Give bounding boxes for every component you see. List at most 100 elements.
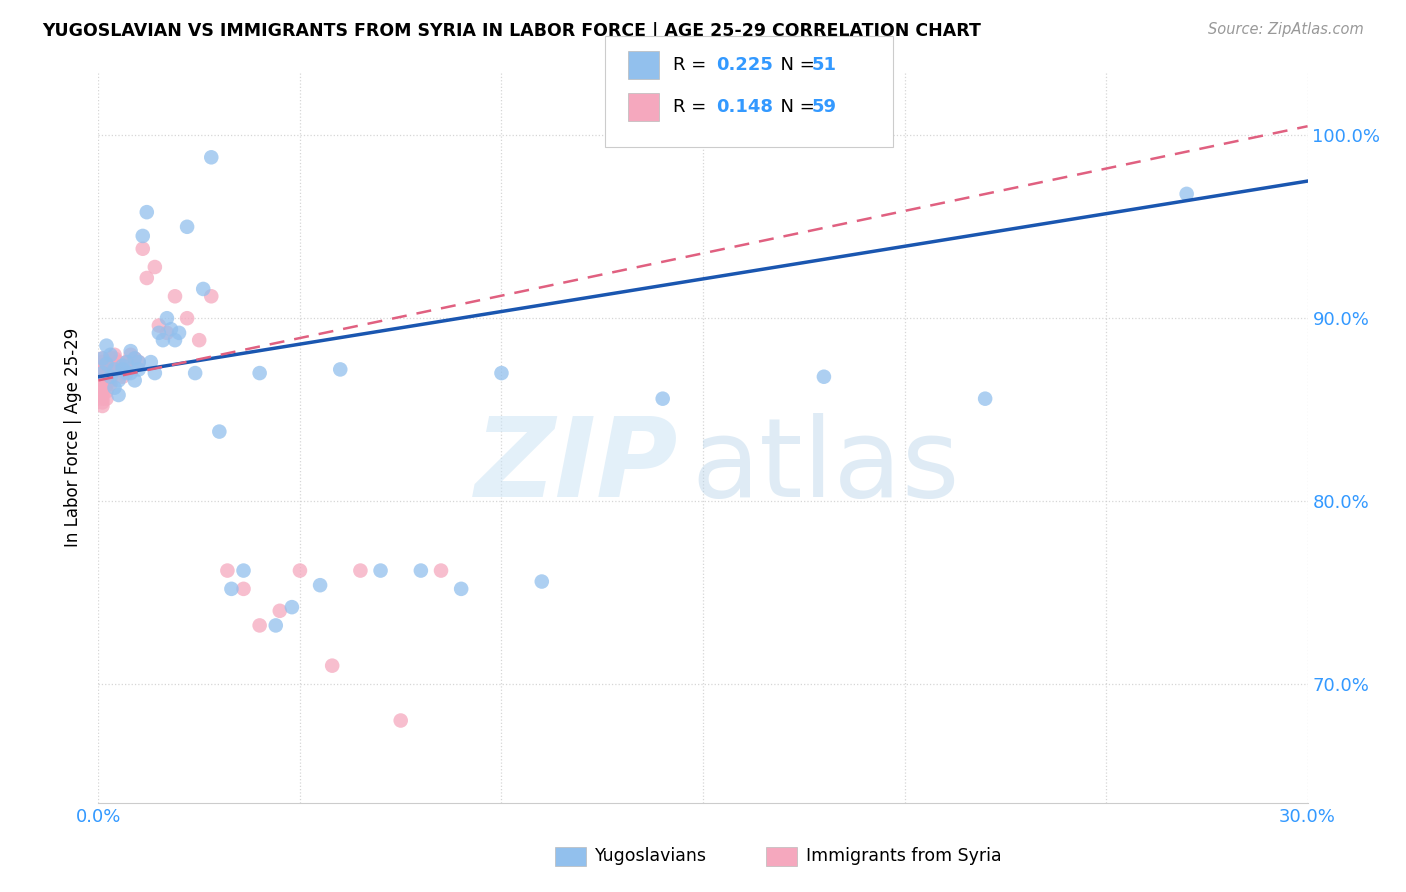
Point (163, 289, 186, 303)
Point (491, 366, 513, 380)
Point (249, 618, 271, 632)
Point (100, 348, 122, 362)
Point (91, 362, 114, 376)
Point (96, 338, 118, 352)
Point (120, 366, 142, 380)
Point (91, 381, 114, 395)
Point (96, 362, 118, 376)
Text: 51: 51 (811, 56, 837, 74)
Point (309, 578, 332, 592)
Point (96, 359, 118, 373)
Point (91, 369, 114, 384)
Point (530, 574, 553, 589)
Text: 59: 59 (811, 98, 837, 116)
Point (91, 377, 114, 392)
Point (156, 311, 179, 326)
Point (96, 369, 118, 384)
Point (813, 369, 835, 384)
Point (111, 366, 134, 380)
Point (124, 373, 146, 387)
Point (132, 242, 155, 256)
Text: atlas: atlas (690, 413, 959, 520)
Point (91, 392, 114, 406)
Point (370, 564, 392, 578)
Point (193, 282, 215, 296)
Point (217, 564, 239, 578)
Point (152, 333, 174, 347)
Point (163, 333, 186, 347)
Point (974, 392, 997, 406)
Point (91, 351, 114, 366)
Point (100, 366, 122, 380)
Point (450, 582, 472, 596)
Point (91, 373, 114, 387)
Point (321, 658, 343, 673)
Point (91, 359, 114, 373)
Point (208, 425, 231, 439)
Point (184, 366, 207, 380)
Text: Source: ZipAtlas.com: Source: ZipAtlas.com (1208, 22, 1364, 37)
Point (232, 582, 254, 596)
Point (96, 357, 118, 371)
Y-axis label: In Labor Force | Age 25-29: In Labor Force | Age 25-29 (65, 327, 83, 547)
Point (107, 355, 129, 369)
Text: R =: R = (673, 98, 713, 116)
Point (409, 564, 432, 578)
Point (176, 219, 198, 234)
Point (200, 289, 222, 303)
Point (100, 366, 122, 380)
Point (143, 260, 166, 274)
Point (115, 362, 138, 376)
Point (288, 564, 311, 578)
Point (103, 359, 125, 373)
Point (107, 373, 129, 387)
Point (281, 600, 304, 615)
Point (349, 564, 371, 578)
Point (221, 582, 243, 596)
Point (1175, 186, 1198, 201)
Text: R =: R = (673, 56, 713, 74)
Text: Immigrants from Syria: Immigrants from Syria (806, 847, 1001, 865)
Point (111, 359, 134, 373)
Point (160, 322, 183, 336)
Point (91, 395, 114, 409)
Point (329, 362, 352, 376)
Point (143, 366, 166, 380)
Text: ZIP: ZIP (475, 413, 679, 520)
Point (148, 326, 170, 340)
Point (91, 351, 114, 366)
Point (139, 355, 162, 369)
Point (115, 355, 138, 369)
Text: YUGOSLAVIAN VS IMMIGRANTS FROM SYRIA IN LABOR FORCE | AGE 25-29 CORRELATION CHAR: YUGOSLAVIAN VS IMMIGRANTS FROM SYRIA IN … (42, 22, 981, 40)
Point (103, 362, 125, 376)
Point (103, 381, 125, 395)
Point (115, 366, 138, 380)
Point (100, 362, 122, 376)
Point (107, 362, 129, 376)
Point (128, 355, 150, 369)
Text: 0.225: 0.225 (716, 56, 772, 74)
Point (91, 366, 114, 380)
Point (124, 351, 146, 366)
Point (269, 604, 291, 618)
Point (430, 564, 453, 578)
Point (100, 369, 122, 384)
Point (128, 355, 150, 369)
Point (91, 388, 114, 402)
Point (103, 351, 125, 366)
Point (100, 351, 122, 366)
Point (100, 373, 122, 387)
Point (148, 318, 170, 333)
Point (100, 377, 122, 392)
Point (264, 618, 287, 632)
Point (96, 373, 118, 387)
Point (100, 359, 122, 373)
Point (167, 326, 190, 340)
Point (91, 384, 114, 399)
Point (91, 366, 114, 380)
Point (132, 228, 155, 243)
Point (188, 333, 211, 347)
Point (389, 714, 412, 728)
Point (651, 392, 673, 406)
Point (120, 348, 142, 362)
